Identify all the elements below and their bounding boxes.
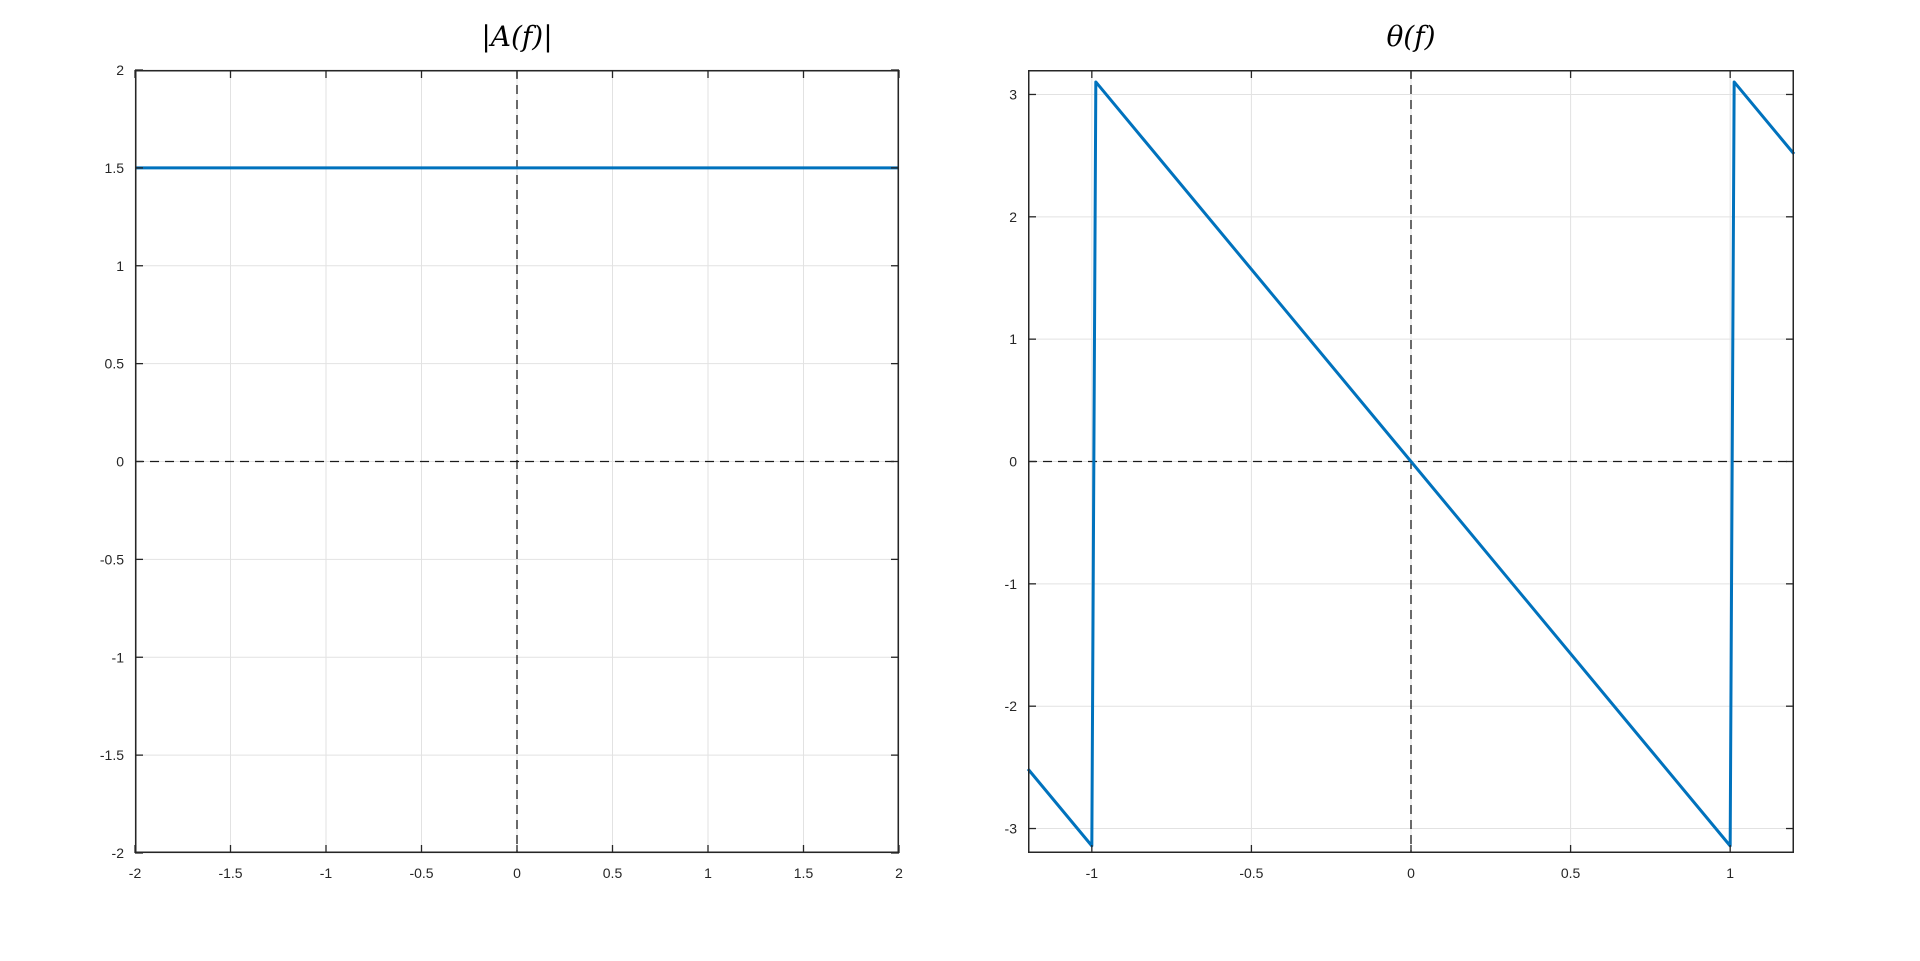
x-tick-label: -0.5	[409, 865, 433, 881]
y-tick-label: 1.5	[105, 160, 125, 176]
x-tick-label: -0.5	[1239, 865, 1263, 881]
x-tick-label: -1	[1086, 865, 1099, 881]
y-tick-label: 0.5	[105, 356, 125, 372]
series-line	[1026, 80, 1796, 848]
x-tick-label: 0.5	[1561, 865, 1581, 881]
y-tick-label: -0.5	[100, 551, 124, 567]
phase-plot-area: -1 -0.5 0 0.5 1 -3 -2 -1 0 1 2 3	[1005, 70, 1796, 881]
y-tick-label: 1	[116, 258, 124, 274]
x-tick-label: 0.5	[603, 865, 623, 881]
x-tick-label: 1.5	[794, 865, 814, 881]
y-tick-label: -2	[1005, 698, 1018, 714]
x-tick-label: 1	[704, 865, 712, 881]
x-tick-label: 1	[1726, 865, 1734, 881]
y-tick-label: 1	[1009, 331, 1017, 347]
y-tick-label: -1	[112, 649, 125, 665]
subplot-magnitude: |A(f)| -2 -1.5 -1 -0.5 0 0.5 1 1.5 2 -2 -1.5 -1 -0.5…	[100, 20, 903, 881]
y-tick-label: -1	[1005, 576, 1018, 592]
y-tick-label: 2	[1009, 209, 1017, 225]
y-tick-label: 0	[116, 454, 124, 470]
subplot-phase: θ(f) -1 -0.5 0 0.5 1 -3 -2 -1 0 1 2 3	[1005, 20, 1796, 881]
x-tick-label: -1.5	[218, 865, 242, 881]
x-tick-label: -2	[129, 865, 142, 881]
x-tick-label: -1	[320, 865, 333, 881]
y-tick-label: 2	[116, 62, 124, 78]
phase-plot-title: θ(f)	[1386, 20, 1436, 53]
y-tick-label: 0	[1009, 454, 1017, 470]
magnitude-plot-area: -2 -1.5 -1 -0.5 0 0.5 1 1.5 2 -2 -1.5 -1 -0.5 0 0.5 1 1.…	[100, 62, 903, 881]
x-tick-label: 0	[1407, 865, 1415, 881]
magnitude-plot-title: |A(f)|	[481, 20, 553, 53]
x-tick-label: 0	[513, 865, 521, 881]
y-tick-label: -1.5	[100, 747, 124, 763]
y-tick-label: -2	[112, 845, 125, 861]
x-tick-label: 2	[895, 865, 903, 881]
y-tick-label: 3	[1009, 86, 1017, 102]
y-tick-label: -3	[1005, 821, 1018, 837]
